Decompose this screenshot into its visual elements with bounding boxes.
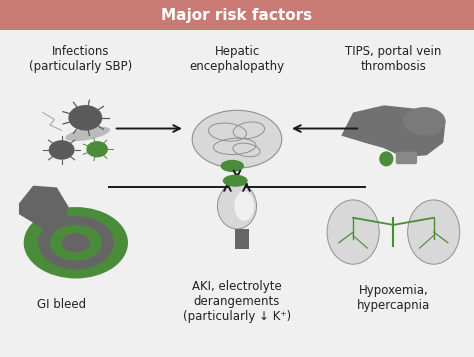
Ellipse shape [403,107,446,136]
Text: GI bleed: GI bleed [37,298,86,311]
Text: Major risk factors: Major risk factors [162,8,312,23]
Ellipse shape [38,216,114,270]
Text: Hepatic
encephalopathy: Hepatic encephalopathy [190,45,284,72]
Ellipse shape [24,207,128,278]
Ellipse shape [379,151,393,166]
Ellipse shape [223,175,247,187]
Text: TIPS, portal vein
thrombosis: TIPS, portal vein thrombosis [345,45,442,72]
Ellipse shape [192,110,282,168]
Ellipse shape [220,160,244,172]
Ellipse shape [327,200,379,264]
Ellipse shape [50,225,102,261]
FancyBboxPatch shape [396,152,417,164]
Circle shape [49,140,74,160]
Text: Infections
(particularly SBP): Infections (particularly SBP) [29,45,132,72]
Text: Hypoxemia,
hypercapnia: Hypoxemia, hypercapnia [357,284,430,312]
Polygon shape [19,186,69,228]
Ellipse shape [408,200,460,264]
Circle shape [86,141,108,157]
Polygon shape [341,105,446,157]
Circle shape [68,105,102,131]
FancyBboxPatch shape [235,229,249,249]
Ellipse shape [62,233,90,253]
Text: AKI, electrolyte
derangements
(particularly ↓ K⁺): AKI, electrolyte derangements (particula… [183,280,291,323]
FancyBboxPatch shape [0,0,474,30]
Ellipse shape [218,183,256,229]
Ellipse shape [65,127,110,141]
Ellipse shape [234,191,254,221]
